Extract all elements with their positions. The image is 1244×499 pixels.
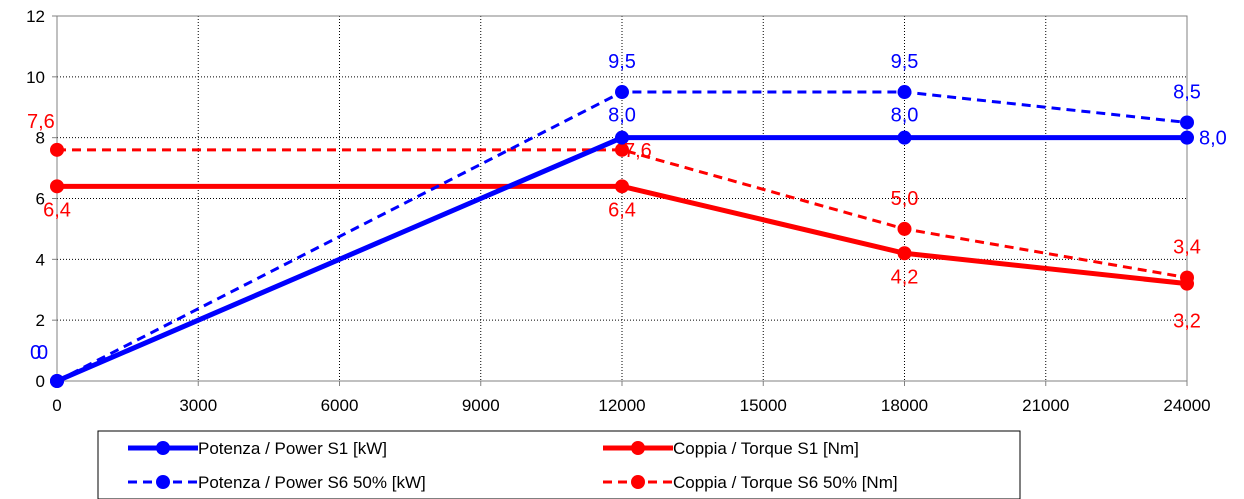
legend-label: Coppia / Torque S1 [Nm] bbox=[673, 439, 859, 458]
data-point bbox=[50, 142, 64, 157]
data-label: 9,5 bbox=[891, 51, 919, 73]
legend-item: Coppia / Torque S1 [Nm] bbox=[603, 439, 859, 458]
x-tick-label: 21000 bbox=[1022, 396, 1069, 415]
data-label: 8,0 bbox=[608, 105, 636, 127]
series-line bbox=[57, 183, 1188, 287]
x-tick-label: 6000 bbox=[321, 396, 359, 415]
data-label: 0 bbox=[37, 342, 48, 364]
data-label: 6,4 bbox=[608, 199, 636, 221]
y-tick-label: 12 bbox=[26, 7, 45, 26]
series-line bbox=[56, 90, 1188, 383]
legend-label: Potenza / Power S1 [kW] bbox=[198, 439, 387, 458]
data-label: 8,5 bbox=[1173, 81, 1201, 103]
data-point bbox=[615, 85, 629, 100]
data-label: 8,0 bbox=[891, 105, 919, 127]
data-label: 3,2 bbox=[1173, 311, 1201, 333]
data-point bbox=[615, 142, 629, 157]
legend-label: Potenza / Power S6 50% [kW] bbox=[198, 473, 426, 492]
y-tick-label: 10 bbox=[26, 68, 45, 87]
data-label: 6,4 bbox=[43, 199, 71, 221]
legend-item: Potenza / Power S1 [kW] bbox=[128, 439, 387, 458]
x-tick-label: 12000 bbox=[598, 396, 645, 415]
data-label: 7,6 bbox=[27, 111, 55, 133]
y-tick-label: 0 bbox=[36, 372, 45, 391]
y-tick-label: 6 bbox=[36, 190, 45, 209]
data-point bbox=[615, 179, 629, 194]
legend-marker bbox=[156, 441, 170, 455]
y-tick-label: 4 bbox=[36, 250, 45, 269]
legend-label: Coppia / Torque S6 50% [Nm] bbox=[673, 473, 898, 492]
data-point bbox=[897, 85, 912, 100]
data-point bbox=[615, 130, 629, 145]
x-axis: 0 3000 6000 9000 12000 15000 18000 21000 24000 bbox=[52, 381, 1211, 415]
legend-item: Coppia / Torque S6 50% [Nm] bbox=[603, 473, 898, 492]
data-point bbox=[897, 221, 912, 236]
data-labels: 0 8,0 8,0 8,0 6,4 6,4 4,2 3,2 0 9,5 9,5 8,5 7,6 7,6 5,… bbox=[27, 51, 1227, 364]
x-tick-label: 18000 bbox=[881, 396, 928, 415]
data-label: 0 bbox=[30, 342, 41, 364]
series-2 bbox=[50, 179, 1194, 291]
data-point bbox=[1180, 115, 1194, 130]
data-point bbox=[897, 130, 912, 145]
y-axis: 0 2 4 6 8 10 12 bbox=[26, 7, 57, 391]
data-label: 8,0 bbox=[1199, 128, 1227, 150]
data-label: 3,4 bbox=[1173, 237, 1201, 259]
data-point bbox=[1180, 130, 1194, 145]
series-line bbox=[57, 148, 1188, 280]
legend: Potenza / Power S1 [kW] Coppia / Torque S… bbox=[97, 430, 1021, 499]
data-point bbox=[897, 246, 912, 261]
data-point bbox=[1180, 270, 1194, 285]
data-point bbox=[50, 374, 64, 388]
data-label: 5,0 bbox=[891, 188, 919, 210]
legend-item: Potenza / Power S6 50% [kW] bbox=[128, 473, 426, 492]
legend-marker bbox=[631, 475, 645, 489]
legend-marker bbox=[631, 441, 645, 455]
legend-box bbox=[97, 430, 1021, 499]
data-label: 7,6 bbox=[624, 140, 652, 162]
x-tick-label: 3000 bbox=[179, 396, 217, 415]
legend-marker bbox=[156, 475, 170, 489]
x-tick-label: 9000 bbox=[462, 396, 500, 415]
series-layer bbox=[50, 85, 1194, 388]
data-label: 9,5 bbox=[608, 51, 636, 73]
series-line bbox=[56, 135, 1187, 384]
data-label: 4,2 bbox=[891, 266, 919, 288]
x-tick-label: 0 bbox=[52, 396, 61, 415]
x-tick-label: 15000 bbox=[740, 396, 787, 415]
y-tick-label: 8 bbox=[36, 129, 45, 148]
series-4 bbox=[50, 142, 1194, 285]
x-tick-label: 24000 bbox=[1163, 396, 1210, 415]
data-point bbox=[50, 179, 64, 194]
series-3 bbox=[50, 85, 1194, 388]
y-tick-label: 2 bbox=[36, 311, 45, 330]
